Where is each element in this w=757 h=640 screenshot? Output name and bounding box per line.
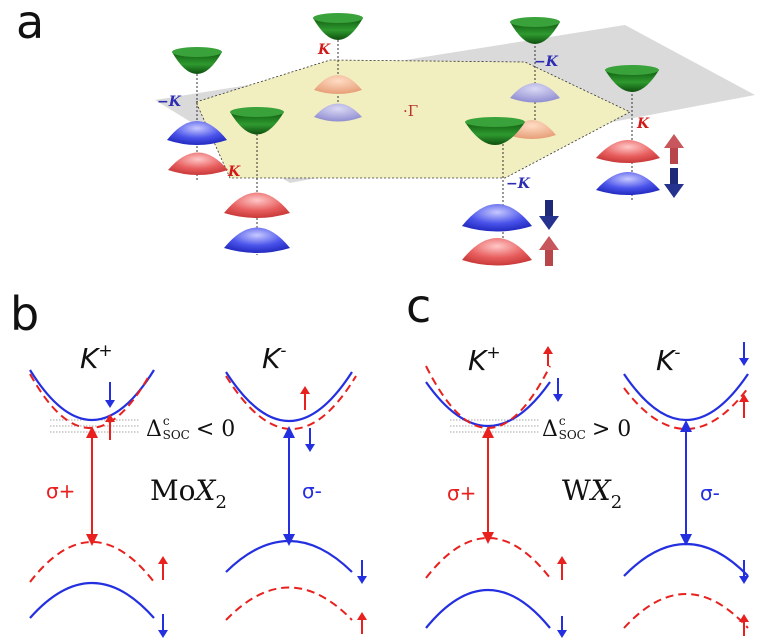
label-minus-k-front-right: −K	[506, 176, 531, 192]
panel-b-kplus-vb-down	[29, 582, 155, 619]
label-k-right: K	[636, 116, 650, 132]
panel-b-k-plus-text: K	[80, 342, 101, 375]
label-k-back: K	[317, 42, 331, 58]
panel-b-letter: b	[10, 287, 39, 341]
panel-c-delta-sup: c	[559, 414, 566, 428]
valley-k-back	[313, 13, 363, 122]
panel-b-k-plus-sup: +	[98, 341, 112, 361]
panel-c-kminus-cb-up	[623, 387, 749, 430]
panel-b-delta-soc: Δc SOC < 0	[146, 414, 235, 442]
panel-c-k-plus-text: K	[468, 344, 489, 377]
panel-b-kminus-transition-head-top	[283, 426, 295, 438]
panel-b-kplus-cb-up	[29, 373, 151, 429]
panel-b-arrow-kminus-vb-down-head	[357, 576, 367, 584]
panel-c-formula-metal: W	[562, 474, 591, 507]
panel-b-formula: MoX2	[150, 474, 227, 513]
panel-b-delta-sup: c	[163, 414, 170, 428]
label-minus-k-left: −K	[157, 94, 182, 110]
panel-b-arrow-kplus-cb-up-head	[105, 414, 115, 422]
panel-c-kplus-transition-head-top	[482, 426, 494, 438]
panel-c-k-minus-sup: -	[674, 343, 680, 363]
panel-b-k-plus-title: K+	[80, 341, 113, 375]
spin-up-arrow-front	[539, 236, 559, 266]
panel-b-arrow-kplus-cb-down-head	[105, 400, 115, 408]
panel-b-arrow-kplus-vb-up-head	[158, 556, 168, 564]
panel-b-k-minus-sup: -	[280, 341, 286, 361]
panel-c-delta-sub: SOC	[559, 428, 586, 442]
panel-c-formula-sub: 2	[611, 492, 622, 513]
panel-c-k-plus-title: K+	[468, 343, 501, 377]
panel-b-sigma-plus: σ+	[46, 479, 75, 503]
valley-k-front-left	[224, 107, 290, 253]
panel-b-delta-sub: SOC	[163, 428, 190, 442]
panel-c-letter: c	[406, 279, 431, 333]
label-k-front-left: K	[227, 164, 241, 180]
panel-b-kminus-cb-down	[225, 371, 353, 422]
panel-b-kplus-transition-head-bottom	[86, 534, 98, 546]
panel-c-k-minus-title: K-	[656, 343, 681, 377]
panel-c-kplus-transition-head-bottom	[482, 532, 494, 544]
panel-b-soc-guides	[50, 419, 140, 433]
spin-down-arrow-front	[539, 200, 559, 230]
panel-c: c K+ K- σ+ σ-	[406, 279, 749, 638]
panel-c-arrow-kminus-cb-down-head	[739, 358, 749, 366]
panel-b-delta-symbol: Δ	[146, 417, 162, 442]
panel-b-k-minus-title: K-	[262, 341, 287, 375]
panel-a-letter: a	[16, 0, 44, 49]
panel-b-arrow-kminus-vb-up-head	[357, 612, 367, 620]
panel-c-delta-symbol: Δ	[542, 417, 558, 442]
panel-b-sigma-minus: σ-	[302, 479, 322, 503]
panel-b-arrow-kminus-cb-down-head	[305, 444, 315, 452]
panel-c-kminus-transition-head-top	[680, 420, 692, 432]
panel-b-kminus-transition-head-bottom	[283, 534, 295, 546]
panel-c-kplus-vb-down	[425, 588, 551, 629]
panel-c-arrow-kminus-vb-down-head	[739, 576, 749, 584]
panel-b-arrow-kminus-cb-up-head	[300, 386, 310, 394]
gamma-point-label: ·Γ	[403, 102, 418, 120]
valley-k-right	[596, 65, 660, 195]
panel-c-arrow-kminus-vb-up-head	[739, 614, 749, 622]
panel-c-arrow-kplus-vb-down-head	[557, 630, 567, 638]
panel-c-kminus-vb-up	[623, 593, 749, 629]
panel-b: b K+ K- σ+	[10, 287, 367, 638]
spin-up-arrow-right	[664, 134, 684, 164]
panel-b-kplus-vb-up	[29, 541, 155, 583]
valley-minus-k-left	[167, 47, 228, 175]
panel-c-arrow-kplus-cb-down-head	[553, 394, 563, 402]
panel-c-arrow-kminus-cb-up-head	[739, 394, 749, 402]
panel-c-arrow-kplus-cb-up-head	[543, 346, 553, 354]
panel-b-arrow-kplus-vb-down-head	[158, 630, 168, 638]
panel-c-formula-x: X	[589, 474, 612, 507]
panel-c-kminus-transition-head-bottom	[680, 534, 692, 546]
panel-c-kminus-cb-down	[623, 373, 749, 422]
panel-c-formula: WX2	[562, 474, 622, 513]
panel-b-kminus-cb-up	[225, 375, 357, 430]
panel-b-formula-x: X	[194, 474, 217, 507]
panel-b-kplus-transition-head-top	[86, 426, 98, 438]
label-minus-k-back: −K	[534, 54, 559, 70]
spin-down-arrow-right	[664, 168, 684, 198]
panel-c-kplus-cb-down	[425, 381, 551, 428]
panel-c-kplus-vb-up	[425, 537, 551, 579]
valley-minus-k-front-right	[462, 117, 532, 266]
panel-c-spin-arrows	[543, 342, 749, 638]
panel-b-spin-arrows	[105, 382, 367, 638]
panel-c-kplus-cb-up	[425, 365, 551, 429]
panel-b-kminus-vb-up	[225, 586, 353, 621]
panel-c-arrow-kplus-vb-up-head	[557, 556, 567, 564]
panel-b-k-minus-text: K	[262, 342, 283, 375]
panel-b-delta-rel: < 0	[196, 417, 235, 442]
panel-c-k-minus-text: K	[656, 344, 677, 377]
panel-c-delta-soc: Δc SOC > 0	[542, 414, 631, 442]
panel-a: a K −K	[16, 0, 755, 266]
panel-c-k-plus-sup: +	[486, 343, 500, 363]
panel-c-delta-rel: > 0	[592, 417, 631, 442]
panel-c-sigma-minus: σ-	[700, 481, 720, 505]
panel-b-formula-sub: 2	[215, 492, 226, 513]
panel-b-kplus-cb-down	[29, 369, 155, 421]
panel-b-formula-metal: Mo	[150, 474, 196, 507]
panel-c-kminus-vb-down	[623, 543, 749, 577]
panel-c-sigma-plus: σ+	[447, 481, 476, 505]
